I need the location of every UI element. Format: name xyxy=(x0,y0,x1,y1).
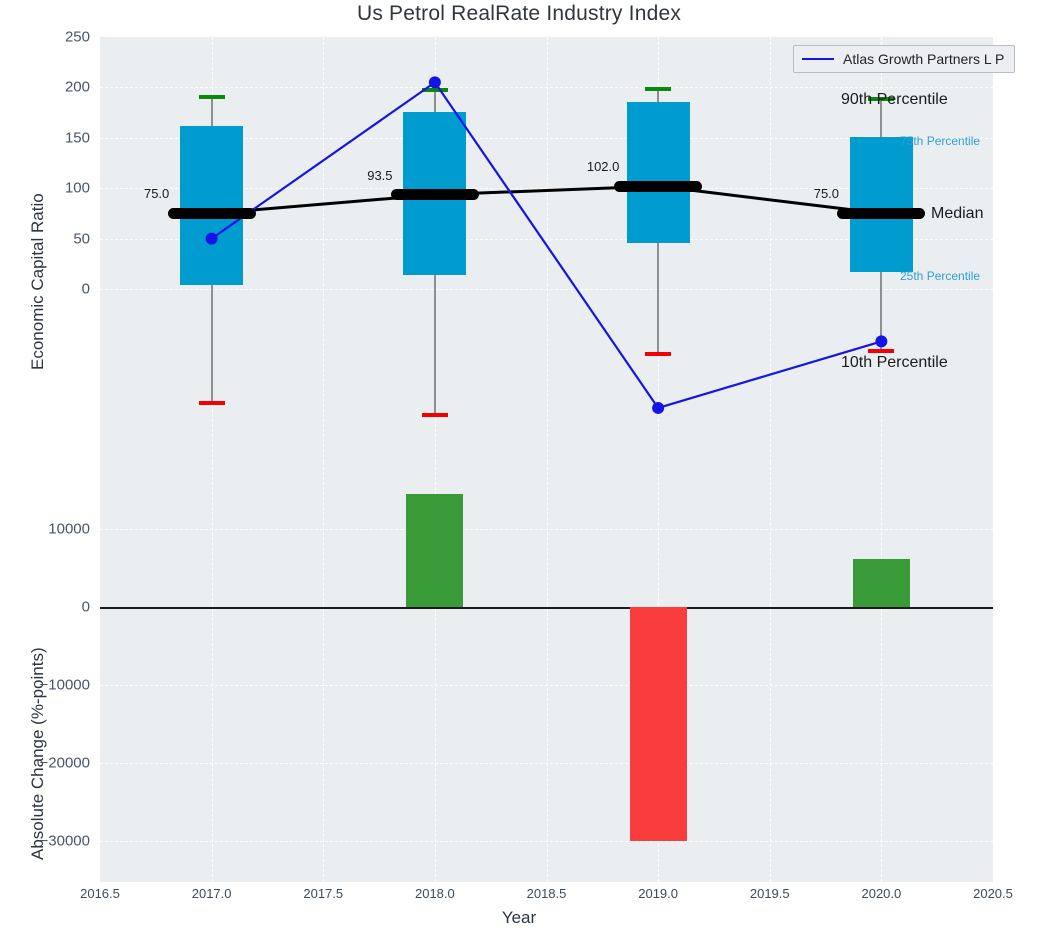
median-value-label-2018: 93.5 xyxy=(367,167,393,183)
cap-p10-2019 xyxy=(645,351,672,356)
median-value-label-2020: 75.0 xyxy=(813,186,840,202)
x-tick-label: 2019.5 xyxy=(749,886,790,901)
y-tick-label: −20000 xyxy=(39,754,90,772)
gridline-vertical xyxy=(211,462,213,882)
y-tick-label: −10000 xyxy=(39,676,90,694)
box-2019 xyxy=(626,101,690,243)
cap-p10-2020 xyxy=(868,349,895,354)
y-tick-label: 0 xyxy=(81,280,90,298)
cap-p90-2018 xyxy=(421,88,448,93)
cap-p10-2017 xyxy=(198,400,225,405)
annotation-25th-percentile: 25th Percentile xyxy=(900,268,981,283)
box-2017 xyxy=(180,125,244,285)
y-tick-label: 200 xyxy=(64,78,90,96)
chart-title: Us Petrol RealRate Industry Index xyxy=(356,2,682,25)
annotation-median: Median xyxy=(931,205,984,223)
annotation-90th-percentile: 90th Percentile xyxy=(841,91,948,109)
box-2020 xyxy=(849,136,913,272)
cap-p90-2017 xyxy=(198,95,225,100)
bar-2019 xyxy=(629,607,687,841)
bar-2018 xyxy=(406,493,464,607)
median-value-label-2019: 102.0 xyxy=(586,159,620,175)
bottom-panel-barchart xyxy=(100,462,993,882)
legend-label: Atlas Growth Partners L P xyxy=(843,51,1005,67)
annotation-10th-percentile: 10th Percentile xyxy=(841,354,948,372)
cap-p90-2019 xyxy=(645,87,672,92)
gridline-vertical xyxy=(546,37,548,462)
gridline-vertical xyxy=(881,462,883,882)
legend-line-swatch xyxy=(802,58,834,60)
median-marker-2018 xyxy=(390,189,479,201)
y-tick-label: −30000 xyxy=(39,832,90,850)
zero-line xyxy=(100,607,993,609)
y-tick-label: 50 xyxy=(73,230,90,248)
x-tick-label: 2018.5 xyxy=(526,886,567,901)
gridline-vertical xyxy=(546,462,548,882)
x-tick-label: 2018.0 xyxy=(414,886,455,901)
y-tick-label: 10000 xyxy=(48,520,90,538)
y-tick-label: 100 xyxy=(64,179,90,197)
median-marker-2020 xyxy=(837,207,926,219)
bar-2020 xyxy=(852,559,910,607)
gridline-vertical xyxy=(323,462,325,882)
legend[interactable]: Atlas Growth Partners L P xyxy=(793,45,1016,73)
gridline-vertical xyxy=(323,37,325,462)
x-tick-label: 2020.5 xyxy=(973,886,1013,901)
x-axis-label: Year xyxy=(501,908,537,927)
y-tick-label: 0 xyxy=(81,598,90,616)
x-tick-label: 2020.0 xyxy=(861,886,902,901)
x-tick-label: 2017.5 xyxy=(303,886,344,901)
cap-p10-2018 xyxy=(421,413,448,417)
y-tick-label: 250 xyxy=(64,28,90,46)
x-tick-label: 2016.5 xyxy=(80,886,120,901)
median-value-label-2017: 75.0 xyxy=(143,186,170,202)
gridline-vertical xyxy=(769,37,771,462)
gridline-vertical xyxy=(769,462,771,882)
annotation-75th-percentile: 75th Percentile xyxy=(900,133,981,148)
y-tick-label: 150 xyxy=(64,129,90,147)
median-marker-2017 xyxy=(167,207,256,219)
gridline-vertical xyxy=(434,462,436,882)
x-tick-label: 2019.0 xyxy=(638,886,679,901)
x-tick-label: 2017.0 xyxy=(191,886,232,901)
median-marker-2019 xyxy=(614,180,703,192)
